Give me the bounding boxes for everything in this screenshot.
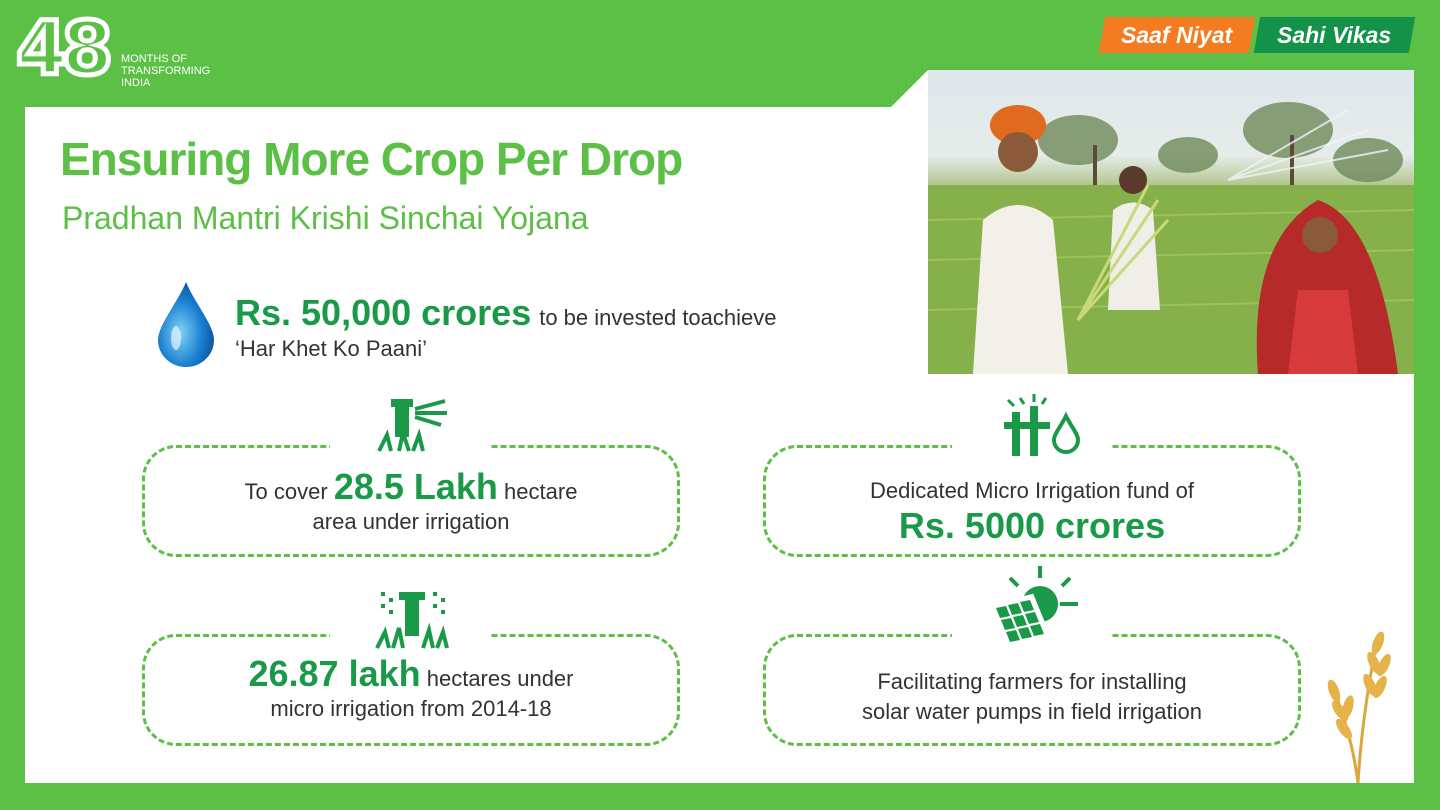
- logo-text-line: MONTHS OF: [121, 53, 187, 65]
- farmers-illustration: [928, 102, 1414, 374]
- logo-48: 48: [14, 6, 116, 92]
- solar-card-text: Facilitating farmers for installing sola…: [766, 667, 1298, 727]
- sahi-vikas-tag: Sahi Vikas: [1253, 17, 1416, 53]
- cover-value: 28.5 Lakh: [333, 466, 498, 507]
- solar-line2: solar water pumps in field irrigation: [862, 699, 1202, 724]
- cover-suffix: hectare: [504, 479, 578, 504]
- saaf-niyat-label: Saaf Niyat: [1121, 22, 1233, 48]
- solar-panel-icon: [991, 566, 1078, 646]
- cover-prefix: To cover: [244, 479, 328, 504]
- fund-card: Dedicated Micro Irrigation fund of Rs. 5…: [763, 445, 1301, 557]
- investment-line: Rs. 50,000 crores to be invested toachiev…: [235, 292, 777, 334]
- drip-irrigation-icon: [375, 592, 449, 649]
- fund-line1: Dedicated Micro Irrigation fund of: [869, 478, 1195, 503]
- wheat-icon: [1327, 631, 1391, 783]
- micro-card-text: 26.87 lakh hectares under micro irrigati…: [145, 656, 677, 724]
- investment-quote: ‘Har Khet Ko Paani’: [235, 336, 427, 361]
- logo-text: MONTHS OF TRANSFORMING INDIA: [121, 53, 210, 89]
- cover-card: To cover 28.5 Lakh hectare area under ir…: [142, 445, 680, 557]
- cover-line1: To cover 28.5 Lakh hectare: [145, 469, 677, 507]
- page-title: Ensuring More Crop Per Drop: [60, 133, 683, 185]
- sahi-vikas-label: Sahi Vikas: [1277, 22, 1392, 48]
- micro-line2: micro irrigation from 2014-18: [270, 696, 552, 721]
- logo-text-line: INDIA: [121, 77, 151, 89]
- fund-value: Rs. 5000 crores: [898, 505, 1166, 546]
- water-drop-icon: [158, 282, 214, 367]
- cover-card-gap: [330, 440, 490, 452]
- farmers-photo: [928, 70, 1414, 374]
- cover-line2: area under irrigation: [312, 509, 510, 534]
- micro-card: 26.87 lakh hectares under micro irrigati…: [142, 634, 680, 746]
- investment-text: to be invested toachieve: [539, 305, 777, 330]
- micro-suffix: hectares under: [426, 666, 574, 691]
- micro-line1: 26.87 lakh hectares under: [145, 656, 677, 694]
- investment-amount: Rs. 50,000 crores: [235, 292, 532, 333]
- fund-card-text: Dedicated Micro Irrigation fund of Rs. 5…: [766, 476, 1298, 546]
- logo-text-line: TRANSFORMING: [121, 65, 211, 77]
- micro-value: 26.87 lakh: [248, 653, 421, 694]
- solar-line1: Facilitating farmers for installing: [877, 669, 1187, 694]
- water-pump-icon: [1004, 394, 1080, 456]
- saaf-niyat-tag: Saaf Niyat: [1098, 17, 1256, 53]
- page-subtitle: Pradhan Mantri Krishi Sinchai Yojana: [62, 200, 589, 236]
- cover-card-text: To cover 28.5 Lakh hectare area under ir…: [145, 469, 677, 537]
- solar-card: Facilitating farmers for installing sola…: [763, 634, 1301, 746]
- sprinkler-icon: [377, 399, 447, 452]
